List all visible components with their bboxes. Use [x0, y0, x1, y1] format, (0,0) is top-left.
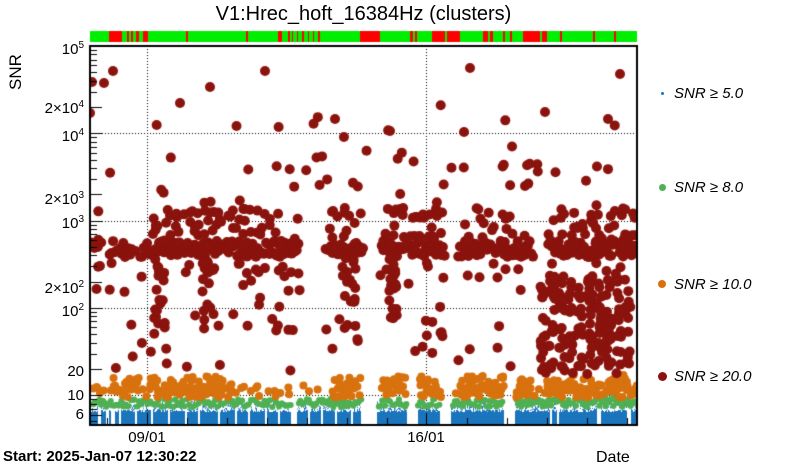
y-tick-label: 2×102 [44, 279, 84, 297]
legend-marker-box [650, 371, 674, 381]
legend-marker-box [650, 91, 674, 95]
y-tick-label: 105 [61, 40, 84, 58]
snr10-marker-icon [658, 280, 666, 288]
snr20-marker-icon [657, 371, 667, 381]
x-axis-title: Date [596, 449, 630, 466]
plot-title: V1:Hrec_hoft_16384Hz (clusters) [215, 3, 512, 25]
legend-label: SNR ≥ 8.0 [674, 178, 744, 196]
y-tick-label: 104 [61, 127, 84, 145]
legend-label: SNR ≥ 5.0 [674, 84, 744, 102]
start-timestamp: Start: 2025-Jan-07 12:30:22 [3, 448, 197, 465]
legend-entry: SNR ≥ 5.0 [650, 83, 805, 103]
legend-label: SNR ≥ 10.0 [674, 275, 752, 293]
legend-entry: SNR ≥ 8.0 [650, 177, 805, 197]
legend-entry: SNR ≥ 10.0 [650, 274, 805, 294]
y-tick-label: 20 [67, 363, 84, 380]
y-tick-label: 2×104 [44, 99, 84, 117]
y-tick-label: 103 [61, 214, 84, 232]
x-tick-label: 16/01 [407, 429, 445, 446]
legend-label: SNR ≥ 20.0 [674, 367, 752, 385]
legend-marker-box [650, 280, 674, 288]
y-tick-label: 2×103 [44, 190, 84, 208]
y-tick-label: 102 [61, 302, 84, 320]
x-tick-label: 09/01 [128, 429, 166, 446]
legend-marker-box [650, 183, 674, 191]
y-tick-label: 10 [67, 387, 84, 404]
snr5-marker-icon [660, 91, 664, 95]
y-tick-label: 6 [75, 406, 84, 423]
snr8-marker-icon [658, 183, 666, 191]
legend-entry: SNR ≥ 20.0 [650, 366, 805, 386]
